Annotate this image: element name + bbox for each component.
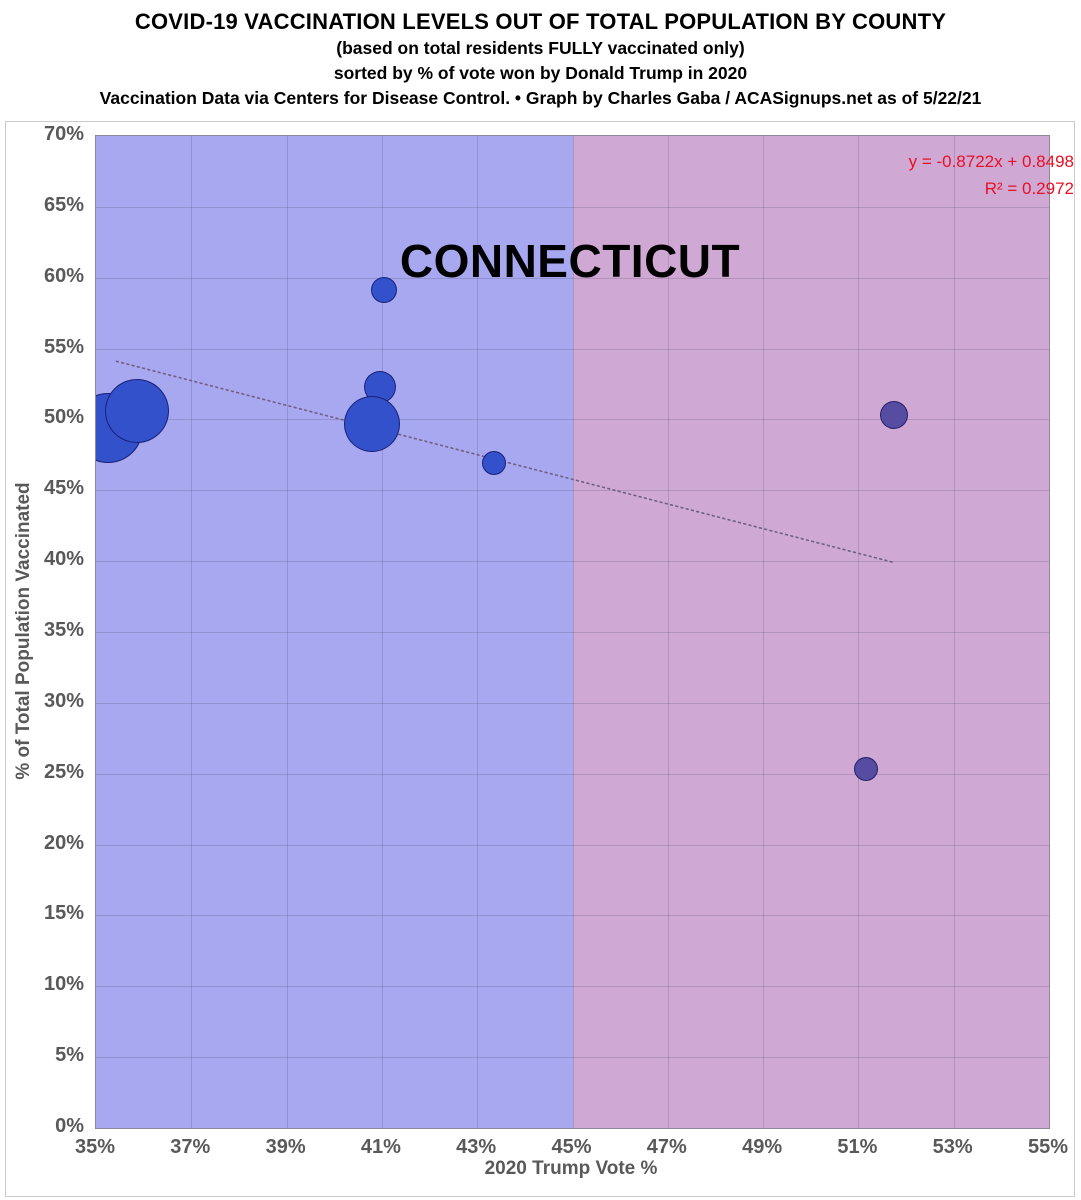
y-tick-label: 40% <box>43 548 84 571</box>
trendline-equation: y = -0.8722x + 0.8498 R² = 0.2972 <box>909 148 1074 202</box>
y-tick-label: 10% <box>43 973 84 996</box>
state-label: CONNECTICUT <box>399 235 741 287</box>
gridline-vertical <box>667 136 669 1128</box>
x-tick-label: 55% <box>1027 1136 1069 1158</box>
y-tick-label: 55% <box>43 335 84 358</box>
gridline-horizontal <box>96 348 1049 350</box>
y-tick-label: 65% <box>43 193 84 216</box>
gridline-horizontal <box>96 419 1049 421</box>
gridline-vertical <box>953 136 955 1128</box>
gridline-horizontal <box>96 632 1049 633</box>
plot-area <box>95 135 1050 1129</box>
y-tick-label: 5% <box>55 1044 84 1067</box>
gridline-horizontal <box>96 206 1049 208</box>
x-tick-label: 45% <box>551 1136 592 1158</box>
x-tick-label: 35% <box>74 1136 116 1158</box>
county-bubble <box>344 395 401 452</box>
gridline-horizontal <box>96 561 1049 563</box>
x-tick-label: 37% <box>170 1136 211 1158</box>
gridline-vertical <box>381 136 383 1128</box>
gridline-vertical <box>858 136 860 1128</box>
gridline-horizontal <box>96 1057 1049 1059</box>
chart-source-line: Vaccination Data via Centers for Disease… <box>99 88 982 108</box>
gridline-horizontal <box>96 915 1049 917</box>
county-bubble <box>481 451 506 476</box>
y-tick-label: 50% <box>43 406 84 429</box>
x-tick-label: 51% <box>837 1136 878 1158</box>
county-bubble <box>853 757 878 782</box>
gridline-horizontal <box>96 986 1049 988</box>
county-bubble <box>880 401 909 430</box>
x-tick-label: 53% <box>932 1136 973 1158</box>
y-tick-label: 25% <box>43 760 84 783</box>
gridline-horizontal <box>96 277 1049 279</box>
y-tick-label: 30% <box>43 689 84 712</box>
gridline-vertical <box>191 136 193 1128</box>
county-bubble <box>104 378 169 443</box>
gridline-vertical <box>286 136 288 1128</box>
gridline-horizontal <box>96 844 1049 846</box>
x-axis-title: 2020 Trump Vote % <box>484 1158 658 1179</box>
x-tick-label: 39% <box>265 1136 306 1158</box>
gridline-horizontal <box>96 702 1049 704</box>
y-tick-label: 70% <box>43 123 84 145</box>
chart-subtitle-1: (based on total residents FULLY vaccinat… <box>336 38 745 58</box>
y-tick-label: 0% <box>55 1115 84 1137</box>
chart-subtitle-2: sorted by % of vote won by Donald Trump … <box>333 63 748 83</box>
trendline-equation-line: y = -0.8722x + 0.8498 <box>908 152 1074 171</box>
y-tick-label: 15% <box>43 902 84 925</box>
gridline-vertical <box>477 136 479 1128</box>
gridline-horizontal <box>96 490 1049 492</box>
trendline-r2-line: R² = 0.2972 <box>984 179 1074 198</box>
gridline-horizontal <box>96 773 1049 775</box>
y-tick-label: 20% <box>43 831 84 854</box>
y-tick-label: 35% <box>43 619 84 641</box>
x-tick-label: 49% <box>742 1136 783 1158</box>
x-tick-label: 47% <box>646 1136 687 1158</box>
x-tick-label: 43% <box>456 1136 497 1158</box>
x-tick-label: 41% <box>360 1136 401 1158</box>
y-tick-label: 45% <box>43 477 84 500</box>
chart-title: COVID-19 VACCINATION LEVELS OUT OF TOTAL… <box>134 9 947 34</box>
gridline-vertical <box>763 136 765 1128</box>
county-bubble <box>371 277 398 304</box>
gridline-vertical <box>572 136 574 1128</box>
region-below-45-trump <box>96 136 573 1128</box>
region-above-45-trump <box>572 136 1049 1128</box>
y-axis-title: % of Total Population Vaccinated <box>13 482 34 780</box>
y-tick-label: 60% <box>43 264 84 287</box>
